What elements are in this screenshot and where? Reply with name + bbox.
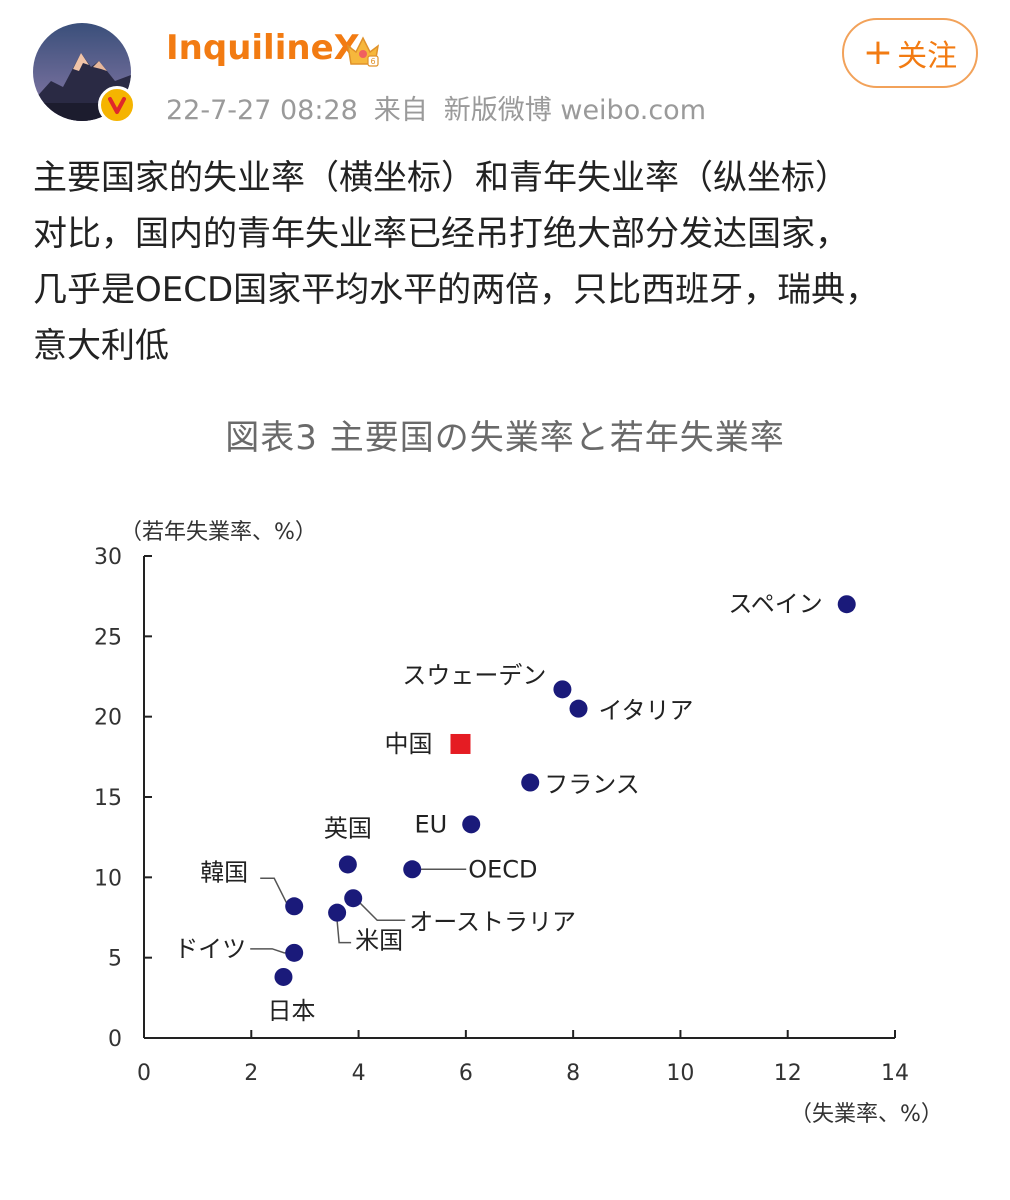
post-meta: 22-7-27 08:28 来自 新版微博 weibo.com [166,88,706,127]
data-point [285,943,304,962]
x-tick-label: 4 [352,1061,366,1086]
point-label: フランス [544,771,640,799]
scatter-chart: 0 5 10 15 20 25 30 0 2 4 6 8 10 12 14 スペインスウェーデンイタリア中国フ… [94,545,909,1086]
point-label: スペイン [728,590,822,618]
data-point [403,860,422,879]
data-point-highlight [450,733,471,754]
data-point [328,903,347,922]
follow-label: 关注 [897,39,958,74]
verified-badge-icon [98,86,136,124]
timestamp: 22-7-27 08:28 [166,95,358,126]
data-point [553,680,572,699]
point-label: 韓国 [200,858,248,886]
post-text-line: 对比，国内的青年失业率已经吊打绝大部分发达国家， [33,214,849,254]
svg-text:6: 6 [370,57,375,66]
plus-icon: + [862,32,894,73]
point-label: OECD [468,855,537,883]
post-text: 主要国家的失业率（横坐标）和青年失业率（纵坐标） 对比，国内的青年失业率已经吊打… [33,150,983,374]
chart-title: 図表3 主要国の失業率と若年失業率 [225,418,785,458]
y-tick-label: 25 [94,625,122,650]
data-point [521,773,540,792]
point-label: 米国 [355,927,403,955]
data-point [274,967,293,986]
data-point [285,897,304,916]
x-tick-label: 14 [881,1061,909,1086]
post-text-line: 意大利低 [33,326,169,366]
follow-button[interactable]: + 关注 [842,18,978,88]
post-text-line: 主要国家的失业率（横坐标）和青年失业率（纵坐标） [33,158,849,198]
source-prefix: 来自 [373,95,428,126]
data-point [338,855,357,874]
y-tick-label: 0 [108,1027,122,1052]
x-tick-label: 10 [666,1061,694,1086]
point-label: ドイツ [174,935,246,963]
x-tick-label: 0 [137,1061,151,1086]
x-tick-label: 8 [566,1061,580,1086]
username[interactable]: InquilineX [166,28,360,68]
y-tick-label: 30 [94,545,122,570]
point-label: イタリア [599,697,694,725]
x-tick-label: 12 [774,1061,802,1086]
source-label[interactable]: 新版微博 weibo.com [443,95,706,126]
point-label: EU [414,810,447,838]
point-label: 中国 [384,730,432,758]
x-axis-label: （失業率、%） [790,1102,943,1127]
point-label: 日本 [267,997,315,1025]
y-tick-label: 20 [94,706,122,731]
y-tick-label: 10 [94,866,122,891]
x-tick-label: 2 [244,1061,258,1086]
post-text-line: 几乎是OECD国家平均水平的两倍，只比西班牙，瑞典， [33,270,880,310]
point-label: オーストラリア [409,908,576,936]
y-axis-label: （若年失業率、%） [120,520,317,545]
point-label: スウェーデン [402,661,546,689]
crown-icon[interactable]: 6 [344,32,382,70]
point-label: 英国 [324,814,372,842]
y-tick-label: 15 [94,786,122,811]
y-tick-label: 5 [108,947,122,972]
data-point [462,815,481,834]
data-point [837,595,856,614]
data-point [569,699,588,718]
data-point [344,889,363,908]
chart-image[interactable]: 図表3 主要国の失業率と若年失業率 （若年失業率、%） （失業率、%） 0 5 10… [0,380,1010,1200]
x-tick-label: 6 [459,1061,473,1086]
